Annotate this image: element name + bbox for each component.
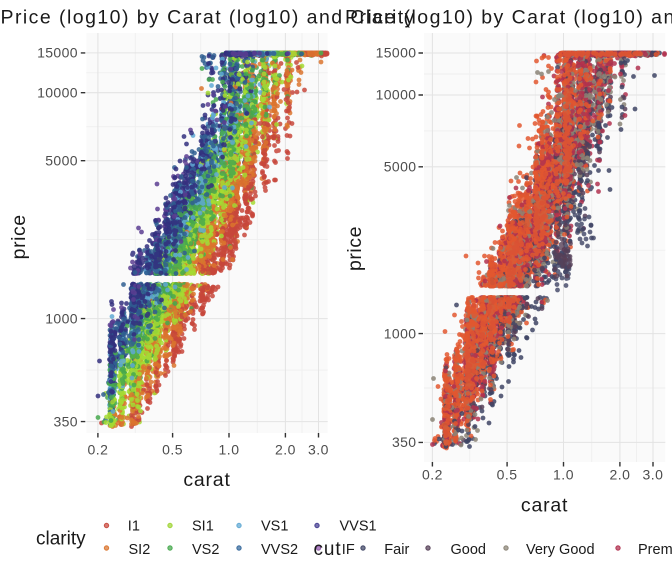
svg-text:1.0: 1.0 [553, 467, 574, 483]
svg-text:clarity: clarity [36, 529, 86, 550]
svg-text:price: price [344, 226, 366, 271]
svg-text:price: price [8, 214, 30, 259]
svg-text:15000: 15000 [376, 45, 417, 61]
svg-text:0.5: 0.5 [162, 442, 183, 458]
svg-text:10000: 10000 [376, 87, 417, 103]
svg-text:2.0: 2.0 [275, 442, 296, 458]
svg-text:0.5: 0.5 [497, 467, 518, 483]
svg-text:0.2: 0.2 [422, 467, 443, 483]
svg-text:10000: 10000 [37, 84, 78, 100]
svg-text:1.0: 1.0 [219, 442, 240, 458]
svg-text:cut: cut [314, 539, 342, 560]
svg-text:2.0: 2.0 [609, 467, 630, 483]
svg-text:0.2: 0.2 [87, 442, 108, 458]
svg-text:Good: Good [451, 542, 486, 558]
svg-text:3.0: 3.0 [308, 442, 329, 458]
svg-text:1000: 1000 [384, 325, 417, 341]
svg-text:3.0: 3.0 [642, 467, 663, 483]
svg-text:VVS1: VVS1 [340, 518, 377, 534]
svg-text:carat: carat [521, 494, 568, 516]
svg-text:5000: 5000 [45, 152, 78, 168]
svg-text:Price (log10) by Carat (log10): Price (log10) by Carat (log10) and Cut [345, 7, 672, 29]
svg-text:5000: 5000 [384, 159, 417, 175]
svg-text:350: 350 [53, 413, 78, 429]
svg-text:I1: I1 [128, 518, 140, 534]
svg-text:VS2: VS2 [192, 542, 219, 558]
svg-text:1000: 1000 [45, 310, 78, 326]
svg-text:SI1: SI1 [192, 518, 214, 534]
svg-text:IF: IF [342, 542, 355, 558]
svg-text:SI2: SI2 [129, 542, 151, 558]
svg-text:350: 350 [392, 434, 417, 450]
svg-text:Price (log10) by Carat (log10): Price (log10) by Carat (log10) and Clari… [1, 7, 416, 29]
svg-text:carat: carat [183, 469, 230, 491]
svg-text:VS1: VS1 [261, 518, 288, 534]
svg-text:Fair: Fair [384, 542, 409, 558]
svg-text:VVS2: VVS2 [261, 542, 298, 558]
svg-text:15000: 15000 [37, 45, 78, 61]
svg-text:Premium: Premium [638, 542, 672, 558]
svg-text:Very Good: Very Good [526, 542, 595, 558]
